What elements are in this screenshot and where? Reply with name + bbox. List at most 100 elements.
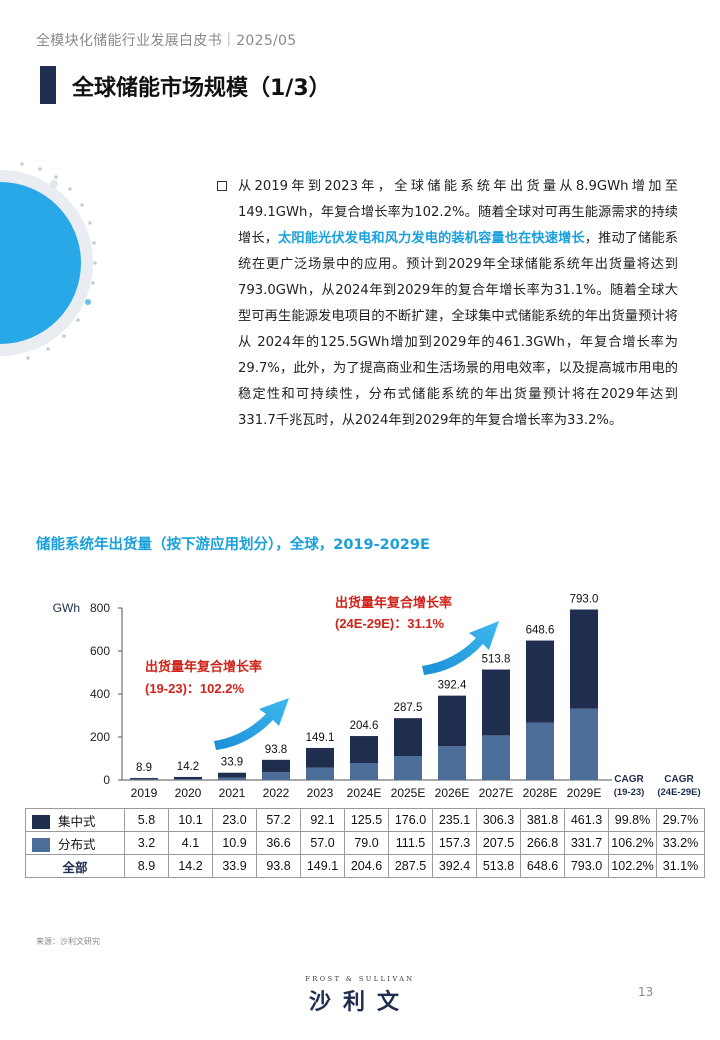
body-text-highlight: 太阳能光伏发电和风力发电的装机容量也在快速增长 bbox=[278, 231, 585, 246]
row-label: 分布式 bbox=[58, 837, 96, 852]
stacked-bar-chart: 0 200 400 600 800 GWh 8.9 14.2 33.9 93.8 149.1 204… bbox=[53, 594, 701, 800]
x-tick-label: 2023 bbox=[307, 786, 334, 800]
table-cell: 93.8 bbox=[256, 854, 301, 878]
y-tick-label: 200 bbox=[90, 730, 110, 744]
table-cell: 176.0 bbox=[388, 808, 433, 832]
x-tick-label: 2026E bbox=[435, 786, 470, 800]
x-tick-label: 2025E bbox=[391, 786, 426, 800]
document-header: 全模块化储能行业发展白皮书｜2025/05 bbox=[36, 33, 297, 49]
x-tick-label: 2020 bbox=[175, 786, 202, 800]
x-tick-label: 2022 bbox=[263, 786, 290, 800]
table-cell: 392.4 bbox=[432, 854, 477, 878]
y-tick-label: 600 bbox=[90, 644, 110, 658]
table-cell-cagr: 102.2% bbox=[608, 854, 657, 878]
bar-total-label: 392.4 bbox=[438, 680, 467, 692]
bar-distributed bbox=[526, 722, 554, 780]
data-table: 集中式 5.8 10.1 23.0 57.2 92.1 125.5 176.0 … bbox=[25, 808, 705, 878]
x-tick-label: 2027E bbox=[479, 786, 514, 800]
y-tick-label: 800 bbox=[90, 601, 110, 615]
table-cell: 266.8 bbox=[520, 831, 565, 855]
table-cell: 10.1 bbox=[168, 808, 213, 832]
table-cell: 10.9 bbox=[212, 831, 257, 855]
bars bbox=[130, 609, 598, 780]
bar-total-label: 287.5 bbox=[394, 702, 423, 714]
table-cell: 125.5 bbox=[344, 808, 389, 832]
x-tick-label: 2021 bbox=[219, 786, 246, 800]
bar-centralized bbox=[306, 747, 334, 768]
x-tick-label: 2028E bbox=[523, 786, 558, 800]
x-tick-label: 2029E bbox=[567, 786, 602, 800]
table-cell: 5.8 bbox=[124, 808, 169, 832]
page-title: 全球储能市场规模（1/3） bbox=[72, 76, 331, 101]
growth-arrow-icon bbox=[422, 621, 499, 675]
growth-arrow-icon bbox=[214, 698, 289, 750]
table-cell: 149.1 bbox=[300, 854, 345, 878]
table-cell-cagr: 31.1% bbox=[656, 854, 705, 878]
table-cell-cagr: 33.2% bbox=[656, 831, 705, 855]
logo-chinese: 沙利文 bbox=[308, 990, 411, 1015]
bar-centralized bbox=[482, 669, 510, 736]
bar-total-label: 648.6 bbox=[526, 625, 555, 637]
page-number: 13 bbox=[638, 985, 654, 999]
bar-centralized bbox=[218, 772, 246, 778]
y-tick-label: 400 bbox=[90, 687, 110, 701]
bar-total-label: 33.9 bbox=[221, 757, 243, 769]
source-note: 来源：沙利文研究 bbox=[36, 937, 100, 946]
table-cell: 79.0 bbox=[344, 831, 389, 855]
bar-distributed bbox=[174, 779, 202, 780]
table-cell: 157.3 bbox=[432, 831, 477, 855]
cagr-header-19-23-line2: (19-23) bbox=[614, 787, 645, 798]
bar-distributed bbox=[482, 735, 510, 780]
table-cell: 14.2 bbox=[168, 854, 213, 878]
table-cell: 4.1 bbox=[168, 831, 213, 855]
cagr-header-24-29-line1: CAGR bbox=[664, 774, 694, 785]
table-cell-cagr: 106.2% bbox=[608, 831, 657, 855]
bullet-checkbox-icon bbox=[217, 181, 227, 191]
table-cell: 3.2 bbox=[124, 831, 169, 855]
table-cell: 207.5 bbox=[476, 831, 521, 855]
table-cell: 513.8 bbox=[476, 854, 521, 878]
table-cell: 57.2 bbox=[256, 808, 301, 832]
table-cell: 287.5 bbox=[388, 854, 433, 878]
table-cell: 92.1 bbox=[300, 808, 345, 832]
legend-swatch-centralized bbox=[32, 815, 50, 830]
table-cell: 306.3 bbox=[476, 808, 521, 832]
y-axis-unit-label: GWh bbox=[53, 601, 80, 615]
table-cell-cagr: 99.8% bbox=[608, 808, 657, 832]
annotation-cagr-24-29-line2: (24E-29E)：31.1% bbox=[335, 616, 445, 631]
row-label: 集中式 bbox=[58, 814, 96, 829]
bar-total-label: 149.1 bbox=[306, 732, 335, 744]
y-tick-label: 0 bbox=[103, 773, 110, 787]
table-cell: 461.3 bbox=[564, 808, 609, 832]
table-row-total: 全部 8.9 14.2 33.9 93.8 149.1 204.6 287.5 … bbox=[25, 854, 705, 878]
legend-swatch-distributed bbox=[32, 838, 50, 853]
bar-total-label: 8.9 bbox=[136, 762, 152, 774]
bar-distributed bbox=[394, 756, 422, 780]
table-row-centralized: 集中式 5.8 10.1 23.0 57.2 92.1 125.5 176.0 … bbox=[25, 808, 705, 832]
row-label: 全部 bbox=[25, 854, 125, 878]
bar-total-label: 793.0 bbox=[570, 594, 599, 606]
cagr-header-19-23-line1: CAGR bbox=[614, 774, 644, 785]
bar-distributed bbox=[570, 708, 598, 780]
table-cell: 23.0 bbox=[212, 808, 257, 832]
value-labels: 8.9 14.2 33.9 93.8 149.1 204.6 287.5 392.4 513.8… bbox=[136, 594, 598, 775]
annotation-cagr-19-23-line1: 出货量年复合增长率 bbox=[145, 659, 262, 674]
body-paragraph: 从2019年到2023年，全球储能系统年出货量从8.9GWh增加至149.1GW… bbox=[238, 174, 678, 434]
row-label-cell: 集中式 bbox=[25, 808, 125, 832]
bar-distributed bbox=[306, 767, 334, 780]
cagr-header-24-29-line2: (24E-29E) bbox=[657, 787, 700, 798]
bar-centralized bbox=[130, 778, 158, 780]
bar-centralized bbox=[570, 609, 598, 709]
bar-total-label: 93.8 bbox=[265, 744, 287, 756]
table-cell: 331.7 bbox=[564, 831, 609, 855]
bar-centralized bbox=[350, 736, 378, 764]
cagr-growth-arrows bbox=[214, 621, 499, 750]
x-tick-label: 2024E bbox=[347, 786, 382, 800]
table-cell: 111.5 bbox=[388, 831, 433, 855]
bar-centralized bbox=[262, 759, 290, 773]
table-cell: 235.1 bbox=[432, 808, 477, 832]
table-row-distributed: 分布式 3.2 4.1 10.9 36.6 57.0 79.0 111.5 15… bbox=[25, 831, 705, 855]
bar-total-label: 513.8 bbox=[482, 654, 511, 666]
x-tick-label: 2019 bbox=[131, 786, 158, 800]
bar-total-label: 204.6 bbox=[350, 720, 379, 732]
